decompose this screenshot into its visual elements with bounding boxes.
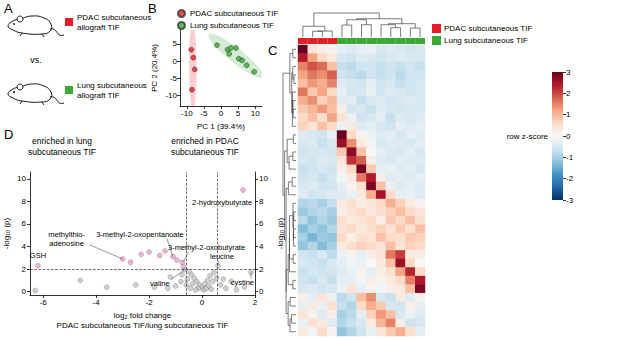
svg-text:-10: -10 xyxy=(165,91,177,100)
svg-text:2: 2 xyxy=(22,265,27,274)
svg-text:enriched in PDAC: enriched in PDAC xyxy=(171,136,239,146)
svg-text:vs.: vs. xyxy=(30,55,42,65)
svg-text:0: 0 xyxy=(219,109,224,118)
svg-text:4: 4 xyxy=(22,242,27,251)
svg-text:-5: -5 xyxy=(170,74,178,83)
svg-text:Lung subcutaneous TIF: Lung subcutaneous TIF xyxy=(444,36,528,45)
svg-text:6: 6 xyxy=(22,219,27,228)
svg-text:Lung subcutaneous TIF: Lung subcutaneous TIF xyxy=(190,21,274,30)
svg-text:Lung subcutaneous: Lung subcutaneous xyxy=(77,81,147,90)
svg-text:2: 2 xyxy=(259,265,264,274)
svg-text:A: A xyxy=(4,1,13,16)
svg-text:PC 2 (20.4%): PC 2 (20.4%) xyxy=(150,44,159,92)
svg-text:PDAC subcutaneous TIF/lung sub: PDAC subcutaneous TIF/lung subcutaneous … xyxy=(57,321,229,330)
svg-text:subcutaneous TIF: subcutaneous TIF xyxy=(28,147,96,157)
svg-text:5: 5 xyxy=(173,39,178,48)
svg-text:methylthio-: methylthio- xyxy=(48,230,85,239)
svg-text:D: D xyxy=(4,127,13,142)
svg-text:0: 0 xyxy=(200,298,205,307)
svg-text:-1: -1 xyxy=(566,153,574,162)
svg-text:-3: -3 xyxy=(566,196,574,205)
svg-text:10: 10 xyxy=(17,174,26,183)
svg-text:cystine: cystine xyxy=(231,278,254,287)
svg-text:3-methyl-2-oxobutyrate: 3-methyl-2-oxobutyrate xyxy=(168,243,245,252)
svg-text:2: 2 xyxy=(253,298,258,307)
svg-text:10: 10 xyxy=(251,109,260,118)
svg-text:10: 10 xyxy=(259,174,268,183)
svg-text:adenosine: adenosine xyxy=(49,239,84,248)
svg-text:-2: -2 xyxy=(566,174,574,183)
svg-text:valine: valine xyxy=(150,279,170,288)
svg-text:0: 0 xyxy=(566,132,571,141)
svg-text:0: 0 xyxy=(22,287,27,296)
svg-text:-log₁₀ (p): -log₁₀ (p) xyxy=(2,217,11,249)
svg-text:2: 2 xyxy=(566,89,571,98)
svg-text:PDAC subcutaneous TIF: PDAC subcutaneous TIF xyxy=(190,9,278,18)
svg-text:PDAC subcutaneous: PDAC subcutaneous xyxy=(77,13,151,22)
svg-text:log₂ fold change: log₂ fold change xyxy=(114,311,172,320)
svg-text:8: 8 xyxy=(22,197,27,206)
svg-text:6: 6 xyxy=(259,219,264,228)
svg-text:2-hydroxybutyrate: 2-hydroxybutyrate xyxy=(192,198,252,207)
svg-text:4: 4 xyxy=(259,242,264,251)
svg-text:C: C xyxy=(268,43,277,58)
svg-text:8: 8 xyxy=(259,197,264,206)
svg-text:3: 3 xyxy=(566,68,571,77)
svg-text:-6: -6 xyxy=(40,298,48,307)
svg-text:-4: -4 xyxy=(93,298,101,307)
svg-text:enriched in lung: enriched in lung xyxy=(32,136,92,146)
svg-text:-10: -10 xyxy=(181,109,193,118)
svg-text:leucine: leucine xyxy=(210,252,234,261)
svg-text:0: 0 xyxy=(173,57,178,66)
svg-text:0: 0 xyxy=(259,287,264,296)
svg-text:GSH: GSH xyxy=(30,251,46,260)
svg-text:5: 5 xyxy=(236,109,241,118)
svg-text:allograft TIF: allograft TIF xyxy=(77,91,120,100)
svg-text:-5: -5 xyxy=(200,109,208,118)
svg-text:-log₁₀ (p): -log₁₀ (p) xyxy=(276,217,285,249)
svg-text:PDAC subcutaneous TIF: PDAC subcutaneous TIF xyxy=(444,24,532,33)
svg-text:allograft TIF: allograft TIF xyxy=(77,23,120,32)
svg-text:-2: -2 xyxy=(146,298,154,307)
svg-text:subcutaneous TIF: subcutaneous TIF xyxy=(171,147,239,157)
svg-text:row z-score: row z-score xyxy=(507,132,549,141)
svg-text:B: B xyxy=(148,1,157,16)
svg-text:PC 1 (39.4%): PC 1 (39.4%) xyxy=(197,122,245,131)
svg-text:1: 1 xyxy=(566,110,571,119)
svg-text:3-methyl-2-oxopentanoate: 3-methyl-2-oxopentanoate xyxy=(96,230,184,239)
